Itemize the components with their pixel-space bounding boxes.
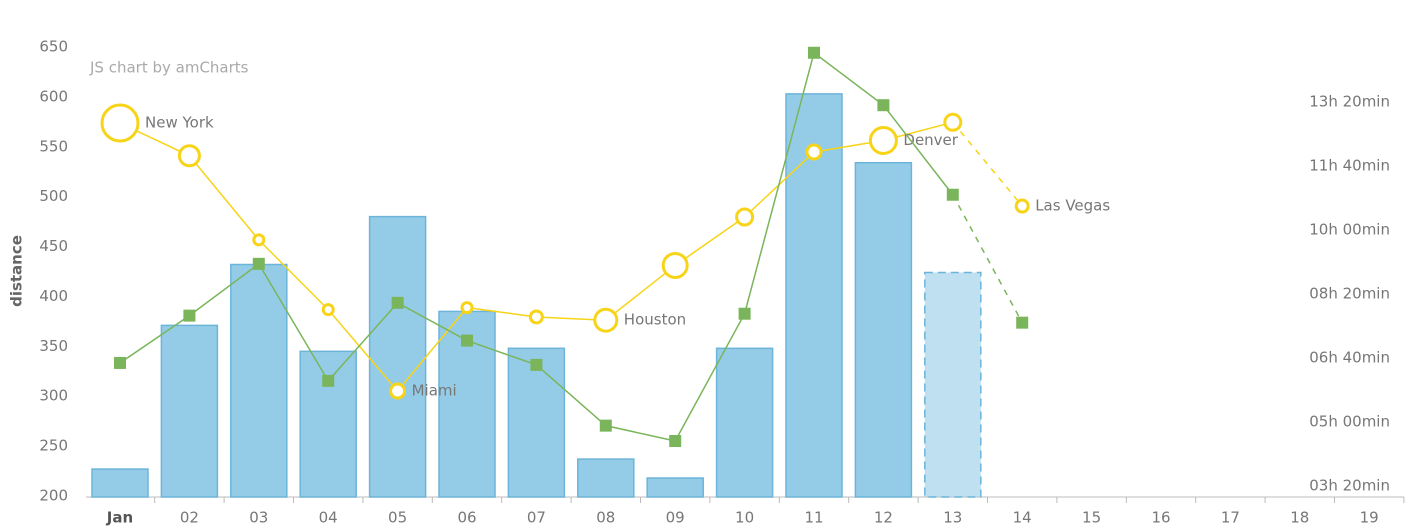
bar <box>924 271 982 498</box>
y-tick-label: 250 <box>39 437 68 455</box>
bubble-label: Las Vegas <box>1035 197 1110 215</box>
y-tick-label: 350 <box>39 337 68 355</box>
y2-tick-label: 06h 40min <box>1309 348 1390 366</box>
line-dashed <box>952 121 1023 207</box>
line-dashed <box>952 194 1023 324</box>
y-tick-label: 400 <box>39 287 68 305</box>
bar <box>299 350 357 498</box>
bar <box>230 263 288 498</box>
x-tick-label: 03 <box>249 509 268 527</box>
x-tick-label: Jan <box>106 509 133 527</box>
marker <box>599 419 612 432</box>
x-tick-label: 07 <box>527 509 546 527</box>
x-tick-label: 13 <box>943 509 962 527</box>
y2-tick-label: 11h 40min <box>1309 156 1390 174</box>
marker <box>877 99 890 112</box>
x-tick-label: 10 <box>735 509 754 527</box>
y2-tick-label: 03h 20min <box>1309 476 1390 494</box>
x-tick-label: 19 <box>1360 509 1379 527</box>
x-tick-label: 17 <box>1221 509 1240 527</box>
bar <box>160 324 219 498</box>
marker <box>461 334 473 347</box>
bubble <box>528 309 544 325</box>
marker <box>1016 316 1029 329</box>
y2-tick-label: 08h 20min <box>1309 284 1390 302</box>
credit: JS chart by amCharts <box>89 59 249 77</box>
y-tick-label: 650 <box>39 38 68 56</box>
x-tick-label: 14 <box>1013 509 1032 527</box>
bar <box>854 161 913 498</box>
x-tick-label: 05 <box>388 509 407 527</box>
bubble <box>593 307 619 333</box>
x-tick-label: 06 <box>457 509 476 527</box>
y-axis-label: distance <box>8 235 26 307</box>
bar <box>368 215 427 498</box>
bar <box>577 458 635 498</box>
bubble <box>661 251 689 279</box>
marker <box>391 296 404 309</box>
y2-tick-label: 10h 00min <box>1309 220 1390 238</box>
marker <box>946 188 959 201</box>
x-tick-label: 02 <box>180 509 199 527</box>
marker <box>252 257 265 270</box>
bubble <box>177 144 201 168</box>
marker <box>530 358 543 371</box>
bubble <box>100 103 140 143</box>
marker <box>669 434 682 447</box>
y-tick-label: 500 <box>39 187 68 205</box>
x-tick-label: 18 <box>1290 509 1309 527</box>
bubble <box>735 207 755 227</box>
x-tick-label: 16 <box>1151 509 1170 527</box>
marker <box>738 307 751 320</box>
y-tick-label: 450 <box>39 237 68 255</box>
bubble-label: Denver <box>903 131 958 149</box>
bubble <box>389 382 407 400</box>
marker <box>322 374 335 387</box>
y-tick-label: 550 <box>39 137 68 155</box>
x-tick-label: 09 <box>666 509 685 527</box>
x-tick-label: 11 <box>804 509 823 527</box>
bubble-label: New York <box>145 114 214 132</box>
bubble-label: Houston <box>624 311 686 329</box>
y-tick-label: 600 <box>39 87 68 105</box>
x-tick-label: 12 <box>874 509 893 527</box>
y2-tick-label: 05h 00min <box>1309 412 1390 430</box>
bubble <box>805 143 823 161</box>
bubble-label: Miami <box>412 381 457 399</box>
bar <box>507 347 566 498</box>
y-tick-label: 300 <box>39 387 68 405</box>
bubble <box>1014 198 1030 214</box>
bubble <box>868 125 898 155</box>
y-tick-label: 200 <box>39 487 68 505</box>
marker <box>808 46 820 59</box>
bar <box>715 347 774 498</box>
x-tick-label: 08 <box>596 509 615 527</box>
x-tick-label: 04 <box>319 509 338 527</box>
bar <box>785 93 843 498</box>
x-tick-label: 15 <box>1082 509 1101 527</box>
bubble <box>321 303 335 317</box>
y2-tick-label: 13h 20min <box>1309 93 1390 111</box>
marker <box>114 356 126 369</box>
bubble <box>460 301 474 315</box>
marker <box>183 309 196 322</box>
bar <box>646 477 704 498</box>
bubble <box>943 112 963 132</box>
bubble <box>252 233 266 247</box>
bar <box>91 468 149 498</box>
